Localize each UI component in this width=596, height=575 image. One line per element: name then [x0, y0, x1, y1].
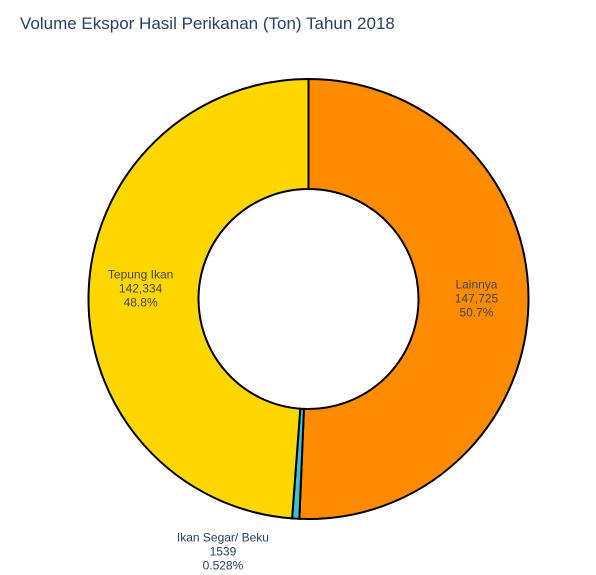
slice-percent: 0.528% [203, 559, 244, 573]
slice-label-lainnya: Lainnya 147,725 50.7% [455, 277, 499, 319]
slices-group [87, 77, 530, 520]
slice-lainnya[interactable] [298, 77, 530, 520]
slice-name: Lainnya [455, 277, 497, 291]
slice-tepung-ikan[interactable] [87, 77, 310, 520]
slice-label-ikan-segar-beku: Ikan Segar/ Beku 1539 0.528% [177, 531, 269, 573]
slice-value: 147,725 [455, 291, 499, 305]
slice-label-tepung-ikan: Tepung Ikan 142,334 48.8% [108, 268, 173, 310]
slice-percent: 48.8% [124, 296, 158, 310]
slice-value: 1539 [210, 545, 237, 559]
slice-percent: 50.7% [459, 305, 493, 319]
chart-title: Volume Ekspor Hasil Perikanan (Ton) Tahu… [20, 14, 395, 33]
slice-name: Ikan Segar/ Beku [177, 531, 269, 545]
slice-value: 142,334 [119, 282, 163, 296]
labels-group: Lainnya 147,725 50.7% Ikan Segar/ Beku 1539 0… [108, 268, 499, 573]
slice-name: Tepung Ikan [108, 268, 173, 282]
